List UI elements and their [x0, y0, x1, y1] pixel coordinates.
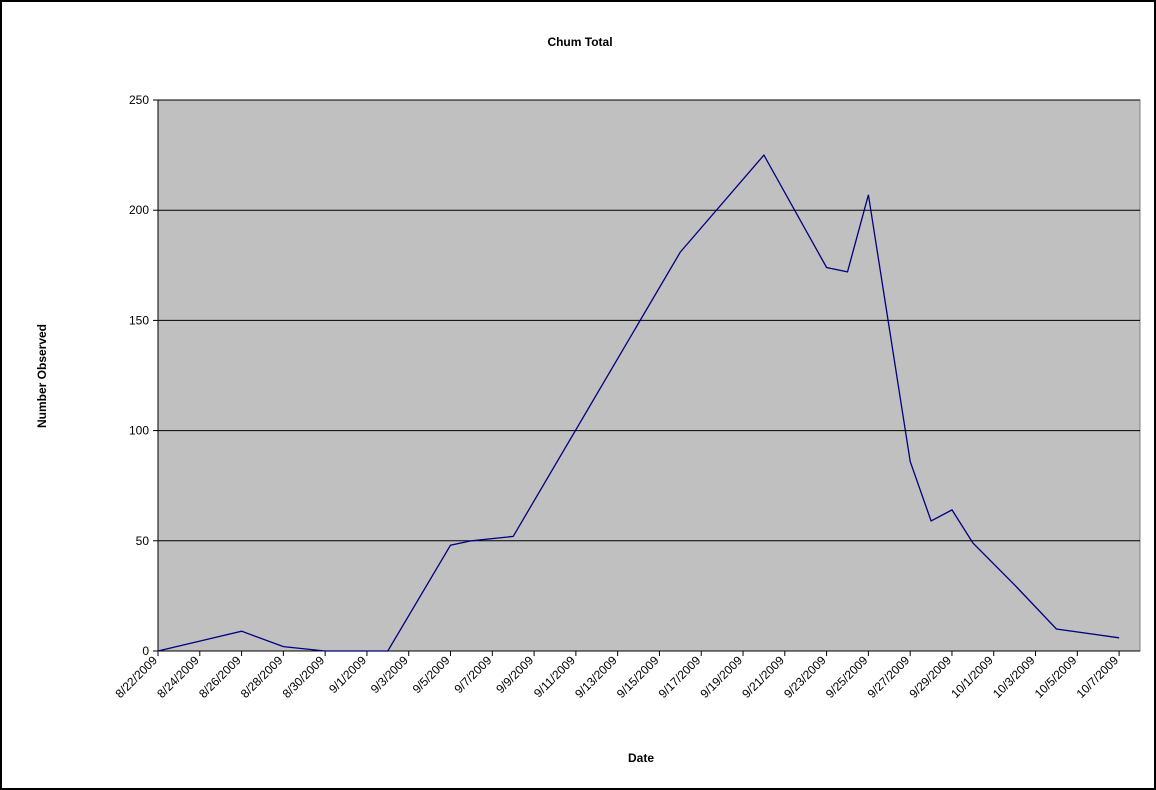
x-tick-label: 10/3/2009 — [990, 653, 1038, 701]
x-tick-label: 10/7/2009 — [1074, 653, 1122, 701]
series-group — [157, 153, 1120, 652]
x-tick-label: 9/23/2009 — [781, 653, 829, 701]
x-tick-label: 9/5/2009 — [410, 653, 453, 696]
x-tick-label: 9/17/2009 — [656, 653, 704, 701]
y-tick-label: 100 — [129, 424, 149, 438]
y-tick-label: 150 — [129, 313, 149, 327]
x-tick-label: 9/25/2009 — [823, 653, 871, 701]
x-tick-label: 8/30/2009 — [280, 653, 328, 701]
y-axis-label: Number Observed — [35, 324, 49, 428]
x-tick-label: 10/1/2009 — [948, 653, 996, 701]
x-tick-label: 8/22/2009 — [112, 653, 160, 701]
x-tick-label: 9/11/2009 — [531, 653, 578, 700]
x-tick-label: 9/21/2009 — [739, 653, 787, 701]
y-tick-label: 200 — [129, 203, 149, 217]
x-tick-label: 9/1/2009 — [326, 653, 369, 696]
plot-area — [157, 99, 1141, 652]
x-tick-label: 9/27/2009 — [865, 653, 913, 701]
x-tick-label: 10/5/2009 — [1032, 653, 1080, 701]
x-tick-label: 8/28/2009 — [238, 653, 286, 701]
gridlines — [158, 99, 1140, 542]
y-tick-label: 50 — [136, 534, 150, 548]
x-tick-label: 8/26/2009 — [196, 653, 244, 701]
x-tick-label: 9/7/2009 — [451, 653, 494, 696]
chart-title: Chum Total — [547, 35, 612, 49]
x-tick-label: 9/3/2009 — [368, 653, 411, 696]
x-tick-label: 9/29/2009 — [906, 653, 954, 701]
series-line — [157, 153, 1120, 652]
x-tick-label: 9/13/2009 — [572, 653, 620, 701]
y-axis-ticks: 0 50 100 150 200 250 — [129, 93, 158, 658]
x-axis-label: Date — [628, 751, 654, 765]
y-tick-label: 250 — [129, 93, 149, 107]
x-tick-label: 8/24/2009 — [154, 653, 202, 701]
x-tick-label: 9/9/2009 — [493, 653, 536, 696]
x-tick-label: 9/15/2009 — [614, 653, 662, 701]
y-tick-label: 0 — [142, 644, 149, 658]
x-axis-ticks: 8/22/20098/24/20098/26/20098/28/20098/30… — [112, 651, 1121, 701]
x-tick-label: 9/19/2009 — [697, 653, 745, 701]
